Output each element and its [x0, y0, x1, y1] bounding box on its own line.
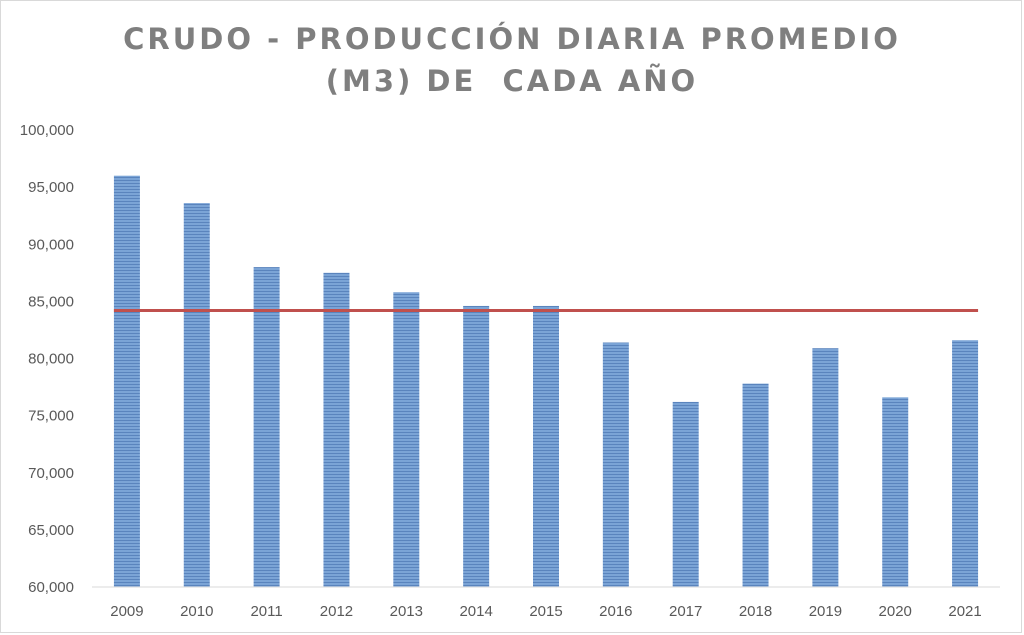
y-tick-label: 95,000: [28, 179, 74, 196]
bar-2013: [393, 292, 420, 587]
bar-2009: [113, 175, 140, 587]
bar-2021: [952, 340, 979, 587]
x-tick-label: 2015: [529, 603, 562, 620]
bar-2014: [463, 305, 490, 587]
bar-series: [113, 175, 979, 587]
y-tick-label: 65,000: [28, 522, 74, 539]
y-tick-label: 85,000: [28, 293, 74, 310]
chart-title-line-1: CRUDO - PRODUCCIÓN DIARIA PROMEDIO: [123, 22, 901, 56]
y-tick-label: 80,000: [28, 351, 74, 368]
x-tick-label: 2019: [809, 603, 842, 620]
x-tick-label: 2021: [948, 603, 981, 620]
bar-2011: [253, 267, 280, 587]
x-tick-label: 2017: [669, 603, 702, 620]
x-tick-label: 2014: [459, 603, 492, 620]
x-tick-label: 2018: [739, 603, 772, 620]
chart-title: CRUDO - PRODUCCIÓN DIARIA PROMEDIO (M3) …: [0, 18, 1024, 102]
y-tick-label: 70,000: [28, 465, 74, 482]
bar-2016: [602, 342, 629, 587]
x-tick-label: 2010: [180, 603, 213, 620]
x-tick-label: 2011: [250, 603, 282, 620]
bar-2019: [812, 348, 839, 587]
x-tick-label: 2016: [599, 603, 632, 620]
y-tick-label: 90,000: [28, 236, 74, 253]
y-axis: 60,000 65,000 70,000 75,000 80,000 85,000 90,0…: [20, 122, 74, 596]
bar-2015: [533, 305, 559, 587]
x-tick-label: 2012: [320, 603, 353, 620]
x-tick-label: 2020: [879, 603, 912, 620]
y-tick-label: 75,000: [28, 408, 74, 425]
y-tick-label: 60,000: [28, 579, 74, 596]
bar-2020: [882, 397, 909, 587]
y-tick-label: 100,000: [20, 122, 74, 139]
bar-2017: [672, 401, 699, 587]
x-tick-label: 2009: [110, 603, 143, 620]
x-tick-label: 2013: [390, 603, 423, 620]
chart-title-line-2: (M3) DE CADA AÑO: [325, 64, 699, 98]
bar-2012: [323, 272, 350, 587]
bar-2010: [183, 203, 210, 587]
bar-2018: [742, 383, 769, 587]
x-axis: 2009 2010 2011 2012 2013 2014 2015 2016 2017 2018…: [92, 586, 1000, 620]
